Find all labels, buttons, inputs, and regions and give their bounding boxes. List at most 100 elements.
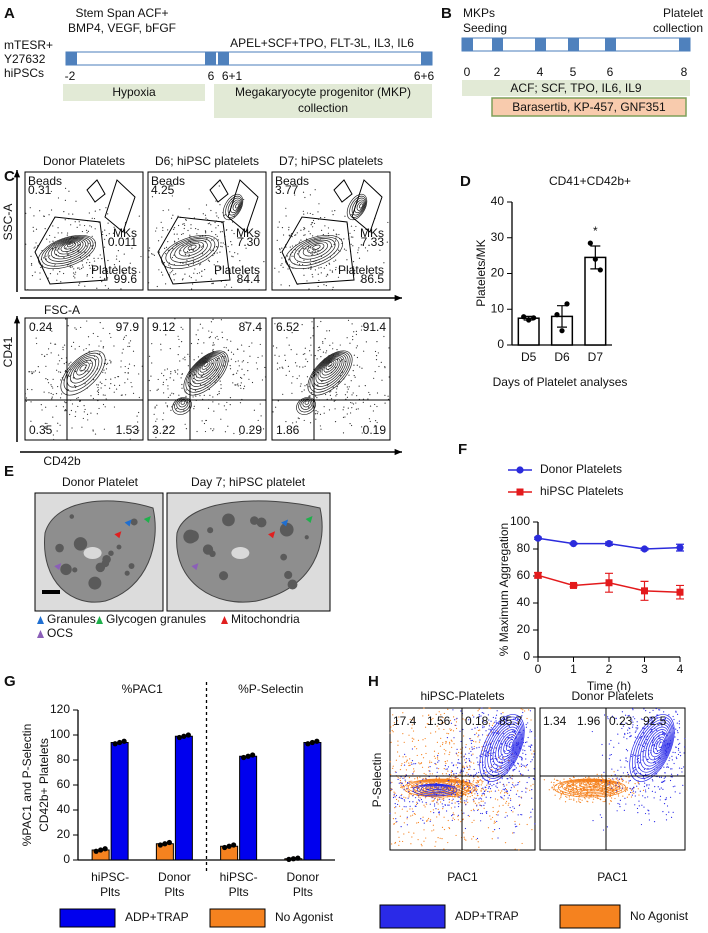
event-dot	[684, 738, 685, 739]
event-dot	[645, 813, 646, 814]
event-dot	[214, 344, 215, 345]
event-dot	[668, 812, 669, 813]
event-dot	[510, 790, 511, 791]
event-dot	[52, 417, 53, 418]
event-dot	[183, 410, 184, 411]
event-dot	[226, 229, 227, 230]
event-dot	[451, 807, 452, 808]
event-dot	[623, 737, 624, 738]
event-dot	[318, 274, 319, 275]
event-dot	[322, 341, 323, 342]
event-dot	[430, 804, 431, 805]
event-dot	[326, 265, 327, 266]
event-dot	[429, 766, 430, 767]
event-dot	[487, 753, 488, 754]
event-dot	[664, 734, 665, 735]
data-point	[310, 740, 315, 745]
event-dot	[637, 808, 638, 809]
event-dot	[95, 433, 96, 434]
event-dot	[475, 798, 476, 799]
gate-value: 86.5	[361, 272, 385, 286]
event-dot	[348, 389, 349, 390]
event-dot	[222, 246, 223, 247]
event-dot	[192, 283, 193, 284]
event-dot	[185, 219, 186, 220]
event-dot	[551, 787, 552, 788]
event-dot	[393, 823, 394, 824]
event-dot	[218, 217, 219, 218]
y-tick-label: 100	[510, 514, 530, 528]
event-dot	[347, 391, 348, 392]
phase-label: ACF; SCF, TPO, IL6, IL9	[510, 81, 641, 95]
event-dot	[636, 755, 637, 756]
event-dot	[229, 251, 230, 252]
event-dot	[444, 753, 445, 754]
event-dot	[502, 805, 503, 806]
event-dot	[510, 807, 511, 808]
event-dot	[597, 774, 598, 775]
event-dot	[56, 370, 57, 371]
event-dot	[195, 228, 196, 229]
event-dot	[206, 238, 207, 239]
event-dot	[187, 230, 188, 231]
event-dot	[513, 770, 514, 771]
event-dot	[531, 744, 532, 745]
event-dot	[601, 817, 602, 818]
event-dot	[475, 774, 476, 775]
event-dot	[418, 795, 419, 796]
event-dot	[490, 750, 491, 751]
event-dot	[458, 785, 459, 786]
event-dot	[617, 803, 618, 804]
event-dot	[170, 395, 171, 396]
event-dot	[220, 231, 221, 232]
event-dot	[408, 765, 409, 766]
end-label: Platelet	[663, 6, 704, 20]
event-dot	[48, 348, 49, 349]
event-dot	[358, 247, 359, 248]
event-dot	[357, 365, 358, 366]
event-dot	[460, 796, 461, 797]
event-dot	[104, 239, 105, 240]
event-dot	[440, 738, 441, 739]
event-dot	[529, 731, 530, 732]
panel-letter: C	[4, 168, 15, 185]
event-dot	[682, 785, 683, 786]
event-dot	[409, 808, 410, 809]
event-dot	[560, 795, 561, 796]
event-dot	[376, 359, 377, 360]
event-dot	[179, 346, 180, 347]
event-dot	[627, 787, 628, 788]
event-dot	[425, 746, 426, 747]
event-dot	[395, 812, 396, 813]
event-dot	[422, 801, 423, 802]
event-dot	[645, 774, 646, 775]
event-dot	[495, 786, 496, 787]
event-dot	[49, 255, 50, 256]
y-axis-label: CD42b+ Platelets	[37, 738, 51, 832]
event-dot	[404, 742, 405, 743]
event-dot	[573, 798, 574, 799]
event-dot	[471, 747, 472, 748]
event-dot	[493, 811, 494, 812]
event-dot	[110, 378, 111, 379]
event-dot	[96, 288, 97, 289]
event-dot	[325, 394, 326, 395]
event-dot	[190, 224, 191, 225]
event-dot	[243, 199, 244, 200]
event-dot	[92, 236, 93, 237]
phase-label: collection	[298, 101, 348, 115]
event-dot	[300, 386, 301, 387]
event-dot	[156, 390, 157, 391]
event-dot	[455, 777, 456, 778]
event-dot	[177, 369, 178, 370]
event-dot	[288, 258, 289, 259]
event-dot	[480, 762, 481, 763]
event-dot	[398, 845, 399, 846]
event-dot	[581, 783, 582, 784]
event-dot	[251, 342, 252, 343]
event-dot	[354, 375, 355, 376]
event-dot	[241, 382, 242, 383]
event-dot	[484, 767, 485, 768]
event-dot	[627, 772, 628, 773]
event-dot	[420, 782, 421, 783]
